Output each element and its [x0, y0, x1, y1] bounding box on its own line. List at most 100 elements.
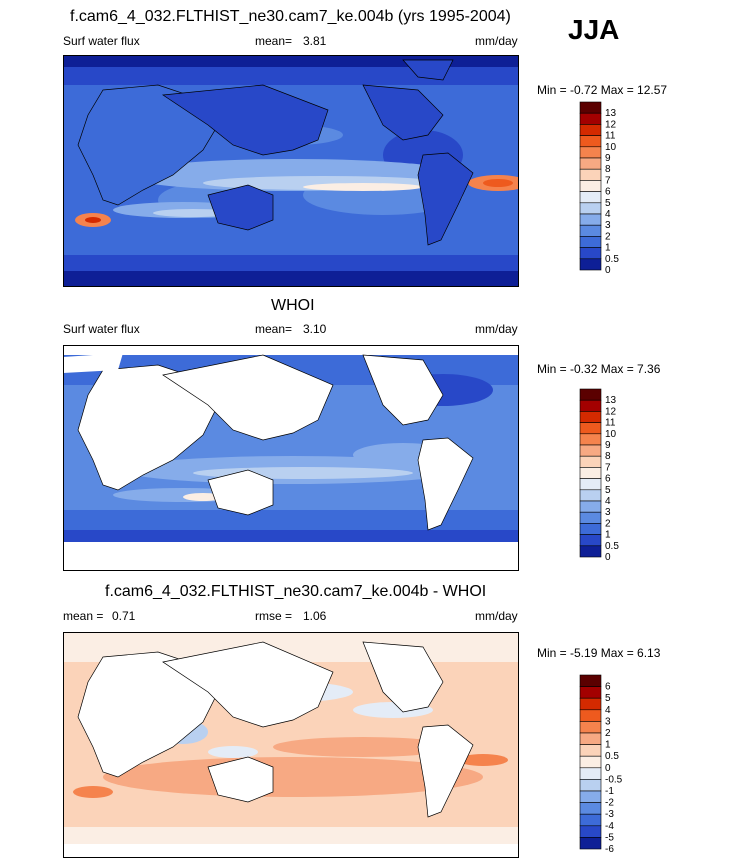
colorbar-tick-label: 13	[605, 108, 617, 119]
colorbar-tick-label: 0.5	[605, 751, 619, 762]
colorbar-tick-label: -6	[605, 844, 614, 855]
colorbar-swatch	[579, 422, 602, 435]
colorbar-swatch	[579, 213, 602, 226]
colorbar-swatch	[579, 534, 602, 547]
colorbar-swatch	[579, 825, 602, 838]
panel1-map	[63, 55, 519, 287]
colorbar-swatch	[579, 837, 602, 850]
colorbar-swatch	[579, 732, 602, 745]
colorbar-tick-label: 13	[605, 395, 617, 406]
colorbar-tick-label: 6	[605, 682, 611, 693]
colorbar-tick-label: 10	[605, 142, 617, 153]
colorbar-tick-label: 0	[605, 552, 611, 563]
colorbar-swatch	[579, 511, 602, 524]
colorbar-tick-label: 3	[605, 220, 611, 231]
colorbar-swatch	[579, 135, 602, 148]
colorbar-swatch	[579, 224, 602, 237]
colorbar-tick-label: 10	[605, 429, 617, 440]
colorbar-swatch	[579, 545, 602, 558]
colorbar-tick-label: -5	[605, 832, 614, 843]
colorbar-swatch	[579, 191, 602, 204]
colorbar-tick-label: 8	[605, 451, 611, 462]
colorbar-swatch	[579, 721, 602, 734]
colorbar-tick-label: -0.5	[605, 774, 623, 785]
colorbar-swatch	[579, 444, 602, 457]
colorbar-tick-label: -1	[605, 786, 614, 797]
colorbar-tick-label: 1	[605, 530, 611, 541]
colorbar-swatch	[579, 790, 602, 803]
panel3-units: mm/day	[475, 609, 518, 623]
colorbar-swatch	[579, 767, 602, 780]
colorbar-swatch	[579, 523, 602, 535]
colorbar-swatch	[579, 744, 602, 757]
panel2-mean-value: 3.10	[303, 322, 327, 336]
colorbar-swatch	[579, 478, 602, 491]
colorbar-swatch	[579, 467, 602, 479]
colorbar-swatch	[579, 779, 602, 792]
colorbar-swatch	[579, 489, 602, 502]
colorbar-tick-label: 5	[605, 198, 611, 209]
panel2-units: mm/day	[475, 322, 518, 336]
panel2-variable-label: Surf water flux	[63, 322, 140, 336]
colorbar-tick-label: 2	[605, 518, 611, 529]
colorbar-swatch	[579, 247, 602, 260]
colorbar-tick-label: 12	[605, 119, 617, 130]
colorbar-tick-label: 7	[605, 175, 611, 186]
colorbar-tick-label: 9	[605, 440, 611, 451]
colorbar-swatch	[579, 686, 602, 699]
panel3-rmse-label: rmse =	[255, 609, 293, 623]
colorbar-swatch	[579, 455, 602, 468]
colorbar-tick-label: 11	[605, 131, 616, 142]
panel1-mean-value: 3.81	[303, 34, 327, 48]
panel1-mean-label: mean=	[255, 34, 293, 48]
colorbar-swatch	[579, 813, 602, 827]
panel1-units: mm/day	[475, 34, 518, 48]
colorbar-tick-label: -2	[605, 798, 614, 809]
panel3-map	[63, 632, 519, 858]
colorbar-swatch	[579, 124, 602, 136]
panel2-map	[63, 345, 519, 571]
panel3-mean-value: 0.71	[112, 609, 136, 623]
colorbar-tick-label: 2	[605, 728, 611, 739]
colorbar-swatch	[579, 802, 602, 815]
colorbar-swatch	[579, 500, 602, 513]
panel1-title: f.cam6_4_032.FLTHIST_ne30.cam7_ke.004b (…	[70, 8, 511, 25]
season-label: JJA	[568, 14, 620, 45]
colorbar-swatch	[579, 236, 602, 248]
panel3-title: f.cam6_4_032.FLTHIST_ne30.cam7_ke.004b -…	[105, 583, 487, 600]
colorbar-swatch	[579, 709, 602, 722]
colorbar-tick-label: -4	[605, 821, 614, 832]
colorbar-swatch	[579, 755, 602, 769]
colorbar-tick-label: 6	[605, 187, 611, 198]
colorbar-tick-label: 0.5	[605, 541, 619, 552]
colorbar-tick-label: 0	[605, 265, 611, 276]
colorbar-swatch	[579, 258, 602, 271]
colorbar-tick-label: 2	[605, 231, 611, 242]
colorbar-swatch	[579, 411, 602, 423]
panel3-min-max: Min = -5.19 Max = 6.13	[537, 646, 661, 660]
colorbar-tick-label: 1	[605, 740, 611, 751]
colorbar-swatch	[579, 168, 602, 181]
colorbar-tick-label: 8	[605, 164, 611, 175]
colorbar-tick-label: 3	[605, 507, 611, 518]
panel2-mean-label: mean=	[255, 322, 293, 336]
colorbar-tick-label: -3	[605, 809, 614, 820]
panel1-variable-label: Surf water flux	[63, 34, 140, 48]
colorbar-tick-label: 5	[605, 485, 611, 496]
colorbar-tick-label: 7	[605, 462, 611, 473]
colorbar-tick-label: 4	[605, 496, 611, 507]
colorbar-swatch	[579, 674, 602, 687]
colorbar-swatch	[579, 433, 602, 446]
panel3-mean-label: mean =	[63, 609, 104, 623]
colorbar-swatch	[579, 388, 602, 401]
colorbar-tick-label: 0	[605, 763, 611, 774]
colorbar-tick-label: 1	[605, 243, 611, 254]
colorbar-swatch	[579, 697, 602, 711]
colorbar-swatch	[579, 180, 602, 192]
colorbar-tick-label: 4	[605, 705, 611, 716]
colorbar-tick-label: 9	[605, 153, 611, 164]
colorbar-tick-label: 3	[605, 716, 611, 727]
panel2-title: WHOI	[271, 297, 315, 314]
